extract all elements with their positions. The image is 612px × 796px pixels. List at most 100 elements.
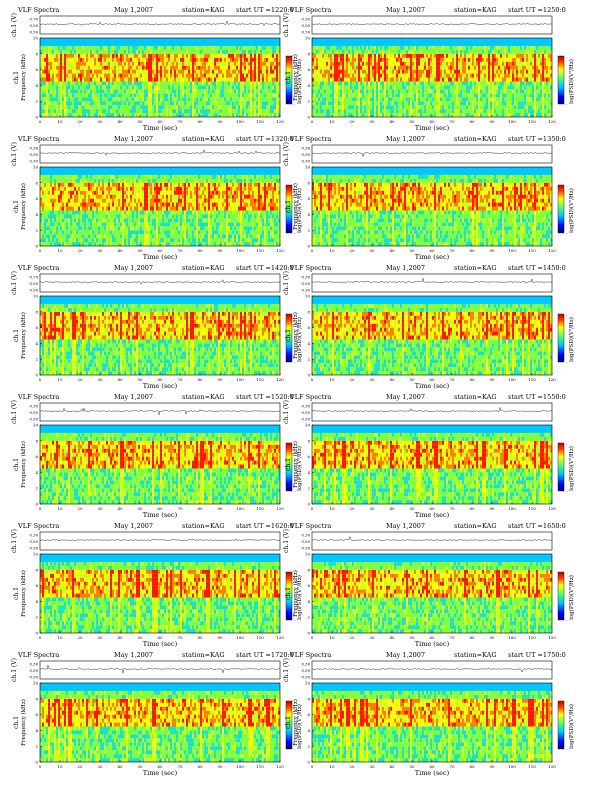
spectrogram-cell (162, 101, 164, 105)
spectrogram-cell (274, 81, 276, 85)
spectrogram-cell (266, 58, 268, 62)
spectrogram-cell (126, 62, 128, 66)
spectrogram-cell (130, 50, 132, 54)
spectrogram-cell (76, 62, 78, 66)
spectrogram-cell (176, 62, 178, 66)
spectrogram-cell (320, 54, 322, 58)
spectrogram-cell (198, 50, 200, 54)
spectrogram-cell (370, 105, 372, 109)
spectrogram-cell (252, 97, 254, 101)
spectrogram-cell (228, 81, 230, 85)
spectrogram-cell (256, 85, 258, 89)
spectrogram-cell (216, 58, 218, 62)
spectrogram-cell (234, 66, 236, 70)
spectrogram-cell (64, 42, 66, 46)
spectrogram-cell (118, 109, 120, 113)
spectrogram-cell (162, 66, 164, 70)
spectrogram-cell (366, 85, 368, 89)
spectrogram-cell (182, 89, 184, 93)
spectrogram-cell (234, 113, 236, 117)
spectrogram-cell (64, 70, 66, 74)
spectrogram-cell (178, 93, 180, 97)
spectrogram-cell (154, 78, 156, 82)
spectrogram-cell (340, 70, 342, 74)
spectrogram-cell (140, 54, 142, 58)
spectrogram-cell (56, 113, 58, 117)
spectrogram-cell (244, 89, 246, 93)
spectrogram-cell (96, 97, 98, 101)
spectrogram-cell (192, 62, 194, 66)
spectrogram-cell (236, 105, 238, 109)
spectrogram-cell (114, 50, 116, 54)
spectrogram-cell (156, 70, 158, 74)
spectrogram-cell (264, 42, 266, 46)
spectrogram-cell (360, 38, 362, 42)
spectrogram-cell (98, 85, 100, 89)
spectrogram-cell (186, 105, 188, 109)
spectrogram-cell (98, 105, 100, 109)
spectrogram-cell (322, 97, 324, 101)
spectrogram-cell (182, 101, 184, 105)
spectrogram-cell (88, 89, 90, 93)
spectrogram-cell (132, 74, 134, 78)
spectrogram-cell (214, 38, 216, 42)
spectrogram-cell (312, 101, 314, 105)
spectrogram-cell (194, 50, 196, 54)
spectrogram-cell (312, 78, 314, 82)
spectrogram-cell (110, 109, 112, 113)
spectrogram-cell (62, 74, 64, 78)
spectrogram-cell (144, 101, 146, 105)
spectrogram-cell (214, 42, 216, 46)
spectrogram-cell (98, 89, 100, 93)
spectrogram-cell (110, 93, 112, 97)
spectrogram-cell (262, 93, 264, 97)
spectrogram-cell (184, 50, 186, 54)
spectrogram-cell (94, 89, 96, 93)
spectrogram-cell (140, 50, 142, 54)
spectrogram-cell (86, 54, 88, 58)
spectrogram-cell (78, 62, 80, 66)
spectrogram-cell (242, 105, 244, 109)
spectrogram-cell (158, 113, 160, 117)
spectrogram-cell (352, 109, 354, 113)
spectrogram-cell (274, 101, 276, 105)
spectrogram-cell (238, 97, 240, 101)
spectrogram-cell (360, 66, 362, 70)
spectrogram-cell (120, 42, 122, 46)
spectrogram-cell (128, 70, 130, 74)
spectrogram-cell (186, 113, 188, 117)
spectrogram-cell (78, 93, 80, 97)
spectrogram-cell (334, 62, 336, 66)
spectrogram-cell (124, 101, 126, 105)
spectrogram-cell (80, 62, 82, 66)
spectrogram-cell (168, 46, 170, 50)
spectrogram-cell (368, 113, 370, 117)
spectrogram-cell (270, 54, 272, 58)
spectrogram-cell (202, 38, 204, 42)
spectrogram-cell (132, 58, 134, 62)
spectrogram-cell (124, 93, 126, 97)
spectrogram-cell (132, 50, 134, 54)
spectrogram-cell (144, 89, 146, 93)
spectrogram-cell (220, 74, 222, 78)
spectrogram-cell (76, 78, 78, 82)
spectrogram-cell (328, 105, 330, 109)
spectrogram-cell (130, 74, 132, 78)
spectrogram-cell (182, 113, 184, 117)
spectrogram-cell (260, 85, 262, 89)
spectrogram-cell (132, 93, 134, 97)
spectrogram-cell (100, 42, 102, 46)
spectrogram-cell (80, 46, 82, 50)
spectrogram-cell (348, 93, 350, 97)
spectrogram-cell (150, 50, 152, 54)
spectrogram-cell (238, 74, 240, 78)
spectrogram-cell (40, 93, 42, 97)
spectrogram-cell (356, 97, 358, 101)
spectrogram-cell (186, 66, 188, 70)
spectrogram-cell (150, 89, 152, 93)
spectrogram-cell (156, 58, 158, 62)
spectrogram-cell (188, 50, 190, 54)
spectrogram-cell (116, 58, 118, 62)
spectrogram-cell (64, 113, 66, 117)
spectrogram-cell (80, 66, 82, 70)
